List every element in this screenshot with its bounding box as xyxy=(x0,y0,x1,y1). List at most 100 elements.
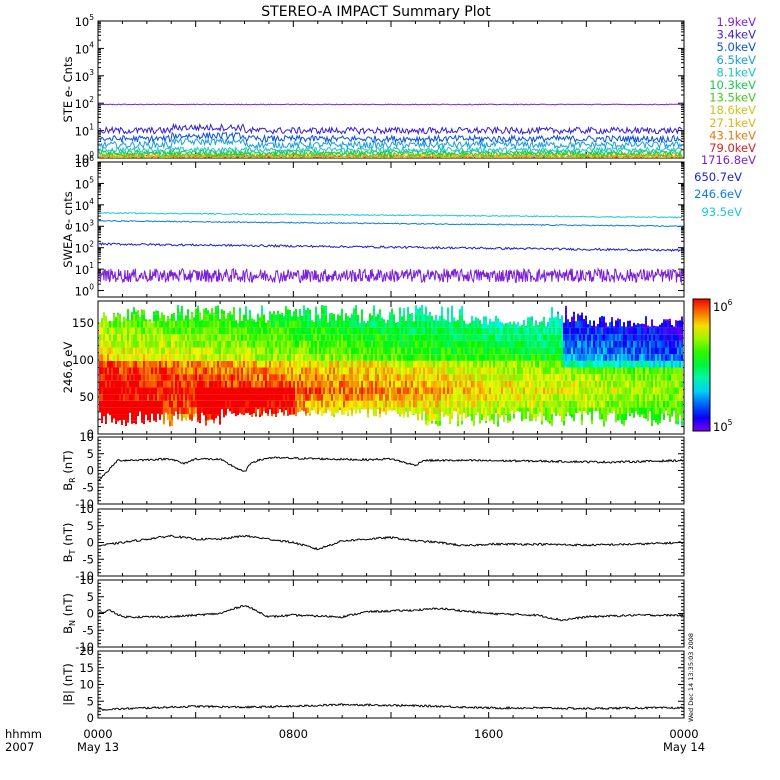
heatmap-cell xyxy=(473,360,475,368)
heatmap-cell xyxy=(197,387,199,395)
heatmap-cell xyxy=(477,394,479,401)
heatmap-cell xyxy=(227,327,229,335)
heatmap-cell xyxy=(601,347,603,355)
heatmap-cell xyxy=(363,327,365,335)
heatmap-cell xyxy=(181,320,183,328)
heatmap-cell xyxy=(403,414,405,418)
heatmap-cell xyxy=(639,340,641,348)
heatmap-cell xyxy=(651,334,653,341)
heatmap-cell xyxy=(521,360,523,368)
heatmap-cell xyxy=(515,367,517,375)
heatmap-cell xyxy=(417,354,419,361)
heatmap-cell xyxy=(431,334,433,341)
heatmap-cell xyxy=(103,360,105,368)
heatmap-cell xyxy=(193,374,195,381)
heatmap-cell xyxy=(541,414,543,421)
heatmap-cell xyxy=(487,334,489,341)
heatmap-cell xyxy=(613,347,615,355)
heatmap-cell xyxy=(317,407,319,415)
heatmap-cell xyxy=(551,374,553,381)
heatmap-cell xyxy=(273,340,275,348)
heatmap-cell xyxy=(621,387,623,395)
heatmap-cell xyxy=(331,360,333,368)
heatmap-cell xyxy=(649,400,651,408)
heatmap-cell xyxy=(289,407,291,415)
heatmap-cell xyxy=(281,400,283,408)
heatmap-cell xyxy=(277,314,279,321)
heatmap-cell xyxy=(333,394,335,401)
heatmap-cell xyxy=(523,360,525,368)
heatmap-cell xyxy=(595,334,597,341)
heatmap-cell xyxy=(361,400,363,408)
heatmap-cell xyxy=(433,360,435,368)
heatmap-cell xyxy=(639,400,641,408)
heatmap-cell xyxy=(625,400,627,408)
heatmap-cell xyxy=(543,387,545,395)
heatmap-cell xyxy=(199,374,201,381)
heatmap-cell xyxy=(299,387,301,395)
heatmap-cell xyxy=(659,360,661,368)
heatmap-cell xyxy=(347,316,349,321)
heatmap-cell xyxy=(561,367,563,375)
heatmap-cell xyxy=(249,380,251,388)
heatmap-cell xyxy=(233,320,235,328)
heatmap-cell xyxy=(529,387,531,395)
heatmap-cell xyxy=(409,314,411,321)
heatmap-cell xyxy=(545,407,547,415)
heatmap-cell xyxy=(587,347,589,355)
heatmap-cell xyxy=(215,394,217,401)
heatmap-cell xyxy=(495,367,497,375)
heatmap-cell xyxy=(555,334,557,341)
heatmap-cell xyxy=(617,414,619,421)
heatmap-cell xyxy=(647,367,649,375)
heatmap-cell xyxy=(415,320,417,328)
heatmap-cell xyxy=(343,320,345,328)
heatmap-cell xyxy=(143,394,145,401)
heatmap-cell xyxy=(413,400,415,408)
heatmap-cell xyxy=(449,387,451,395)
heatmap-cell xyxy=(99,327,101,335)
heatmap-cell xyxy=(137,340,139,348)
heatmap-cell xyxy=(483,394,485,401)
heatmap-cell xyxy=(229,327,231,335)
heatmap-cell xyxy=(213,414,215,421)
heatmap-cell xyxy=(143,400,145,408)
heatmap-cell xyxy=(517,354,519,361)
heatmap-cell xyxy=(143,387,145,395)
heatmap-cell xyxy=(305,354,307,361)
heatmap-cell xyxy=(325,314,327,321)
heatmap-cell xyxy=(129,327,131,335)
heatmap-cell xyxy=(333,347,335,355)
heatmap-cell xyxy=(561,315,563,321)
heatmap-cell xyxy=(513,334,515,341)
heatmap-cell xyxy=(449,347,451,355)
heatmap-cell xyxy=(307,334,309,341)
heatmap-cell xyxy=(615,334,617,341)
heatmap-cell xyxy=(157,360,159,368)
heatmap-cell xyxy=(153,314,155,321)
heatmap-cell xyxy=(551,314,553,321)
heatmap-cell xyxy=(445,327,447,335)
heatmap-cell xyxy=(643,347,645,355)
heatmap-cell xyxy=(583,367,585,375)
heatmap-cell xyxy=(559,387,561,395)
heatmap-cell xyxy=(515,327,517,335)
heatmap-cell xyxy=(403,334,405,341)
heatmap-cell xyxy=(359,322,361,328)
heatmap-cell xyxy=(177,305,179,308)
heatmap-cell xyxy=(409,387,411,395)
heatmap-cell xyxy=(453,334,455,341)
heatmap-cell xyxy=(641,387,643,395)
heatmap-cell xyxy=(509,354,511,361)
heatmap-cell xyxy=(505,354,507,361)
heatmap-cell xyxy=(139,320,141,328)
heatmap-cell xyxy=(359,334,361,341)
heatmap-cell xyxy=(133,307,135,315)
heatmap-cell xyxy=(453,340,455,348)
heatmap-cell xyxy=(585,340,587,348)
heatmap-cell xyxy=(173,387,175,395)
heatmap-cell xyxy=(321,387,323,395)
heatmap-cell xyxy=(665,394,667,401)
heatmap-cell xyxy=(109,340,111,348)
heatmap-cell xyxy=(433,347,435,355)
